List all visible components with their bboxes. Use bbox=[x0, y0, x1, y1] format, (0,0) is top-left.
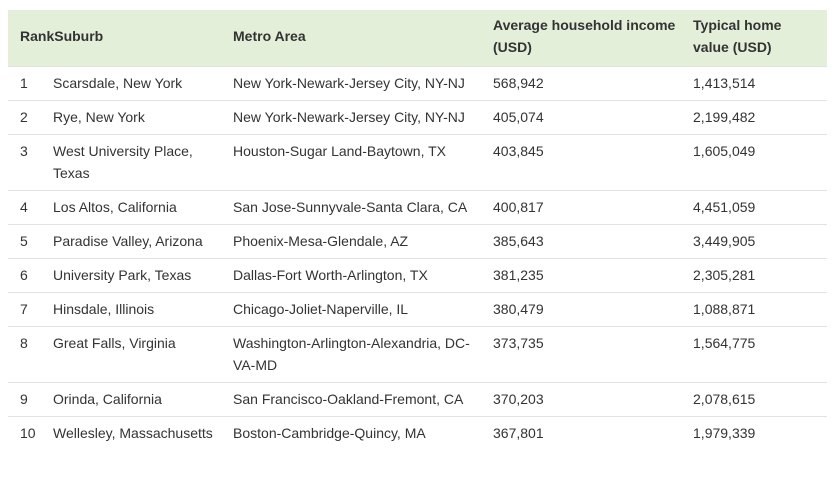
table-row: 6 University Park, Texas Dallas-Fort Worth… bbox=[8, 258, 828, 293]
suburbs-table-container: RankSuburb Metro Area Average household … bbox=[8, 10, 828, 450]
table-row: 3 West University Place, Texas Houston-Sug… bbox=[8, 134, 828, 191]
suburb-cell: Scarsdale, New York bbox=[49, 66, 226, 101]
metro-area-cell: New York-Newark-Jersey City, NY-NJ bbox=[225, 66, 486, 101]
metro-area-cell: Houston-Sugar Land-Baytown, TX bbox=[225, 134, 486, 191]
table-row: 9 Orinda, California San Francisco-Oakland… bbox=[8, 382, 828, 417]
rank-cell: 4 bbox=[8, 190, 49, 225]
rank-cell: 9 bbox=[8, 382, 49, 417]
home-value-cell: 3,449,905 bbox=[685, 224, 828, 259]
table-body: 1 Scarsdale, New York New York-Newark-Jers… bbox=[8, 66, 828, 450]
table-row: 7 Hinsdale, Illinois Chicago-Joliet-Naperv… bbox=[8, 292, 828, 327]
suburb-cell: Wellesley, Massachusetts bbox=[49, 416, 226, 450]
income-cell: 400,817 bbox=[485, 190, 686, 225]
rank-cell: 1 bbox=[8, 66, 49, 101]
income-cell: 380,479 bbox=[485, 292, 686, 327]
suburb-cell: Hinsdale, Illinois bbox=[49, 292, 226, 327]
suburb-cell: University Park, Texas bbox=[49, 258, 226, 293]
header-average-household-income: Average household income (USD) bbox=[493, 17, 676, 55]
metro-area-cell: New York-Newark-Jersey City, NY-NJ bbox=[225, 100, 486, 135]
income-cell: 373,735 bbox=[485, 326, 686, 383]
income-cell: 367,801 bbox=[485, 416, 686, 450]
table-row: 1 Scarsdale, New York New York-Newark-Jers… bbox=[8, 66, 828, 101]
income-cell: 405,074 bbox=[485, 100, 686, 135]
home-value-cell: 1,413,514 bbox=[685, 66, 828, 101]
metro-area-cell: Chicago-Joliet-Naperville, IL bbox=[225, 292, 486, 327]
header-typical-home-value: Typical home value (USD) bbox=[693, 17, 782, 55]
rank-cell: 8 bbox=[8, 326, 49, 383]
home-value-cell: 1,564,775 bbox=[685, 326, 828, 383]
suburb-cell: Orinda, California bbox=[49, 382, 226, 417]
home-value-cell: 2,305,281 bbox=[685, 258, 828, 293]
header-metro-area: Metro Area bbox=[233, 28, 306, 44]
home-value-cell: 4,451,059 bbox=[685, 190, 828, 225]
header-rank-suburb: RankSuburb bbox=[20, 28, 104, 44]
metro-area-cell: Boston-Cambridge-Quincy, MA bbox=[225, 416, 486, 450]
home-value-cell: 1,088,871 bbox=[685, 292, 828, 327]
table-row: 4 Los Altos, California San Jose-Sunnyvale… bbox=[8, 190, 828, 225]
suburb-cell: West University Place, Texas bbox=[49, 134, 226, 191]
home-value-cell: 2,078,615 bbox=[685, 382, 828, 417]
home-value-cell: 1,605,049 bbox=[685, 134, 828, 191]
metro-area-cell: Washington-Arlington-Alexandria, DC-VA-M… bbox=[225, 326, 486, 383]
rank-cell: 10 bbox=[8, 416, 49, 450]
table-row: 8 Great Falls, Virginia Washington-Arlingt… bbox=[8, 326, 828, 383]
rank-cell: 5 bbox=[8, 224, 49, 259]
suburb-cell: Great Falls, Virginia bbox=[49, 326, 226, 383]
rank-cell: 6 bbox=[8, 258, 49, 293]
table-row: 10 Wellesley, Massachusetts Boston-Cambrid… bbox=[8, 416, 828, 450]
suburbs-table: RankSuburb Metro Area Average household … bbox=[8, 10, 828, 450]
metro-area-cell: Dallas-Fort Worth-Arlington, TX bbox=[225, 258, 486, 293]
income-cell: 381,235 bbox=[485, 258, 686, 293]
home-value-cell: 2,199,482 bbox=[685, 100, 828, 135]
rank-cell: 2 bbox=[8, 100, 49, 135]
metro-area-cell: San Francisco-Oakland-Fremont, CA bbox=[225, 382, 486, 417]
table-header: RankSuburb Metro Area Average household … bbox=[8, 10, 828, 67]
table-row: 5 Paradise Valley, Arizona Phoenix-Mesa-Gl… bbox=[8, 224, 828, 259]
suburb-cell: Rye, New York bbox=[49, 100, 226, 135]
income-cell: 403,845 bbox=[485, 134, 686, 191]
metro-area-cell: Phoenix-Mesa-Glendale, AZ bbox=[225, 224, 486, 259]
rank-cell: 3 bbox=[8, 134, 49, 191]
income-cell: 568,942 bbox=[485, 66, 686, 101]
income-cell: 385,643 bbox=[485, 224, 686, 259]
suburb-cell: Paradise Valley, Arizona bbox=[49, 224, 226, 259]
header-row: RankSuburb Metro Area Average household … bbox=[8, 10, 828, 67]
home-value-cell: 1,979,339 bbox=[685, 416, 828, 450]
income-cell: 370,203 bbox=[485, 382, 686, 417]
suburb-cell: Los Altos, California bbox=[49, 190, 226, 225]
table-row: 2 Rye, New York New York-Newark-Jersey Cit… bbox=[8, 100, 828, 135]
metro-area-cell: San Jose-Sunnyvale-Santa Clara, CA bbox=[225, 190, 486, 225]
rank-cell: 7 bbox=[8, 292, 49, 327]
